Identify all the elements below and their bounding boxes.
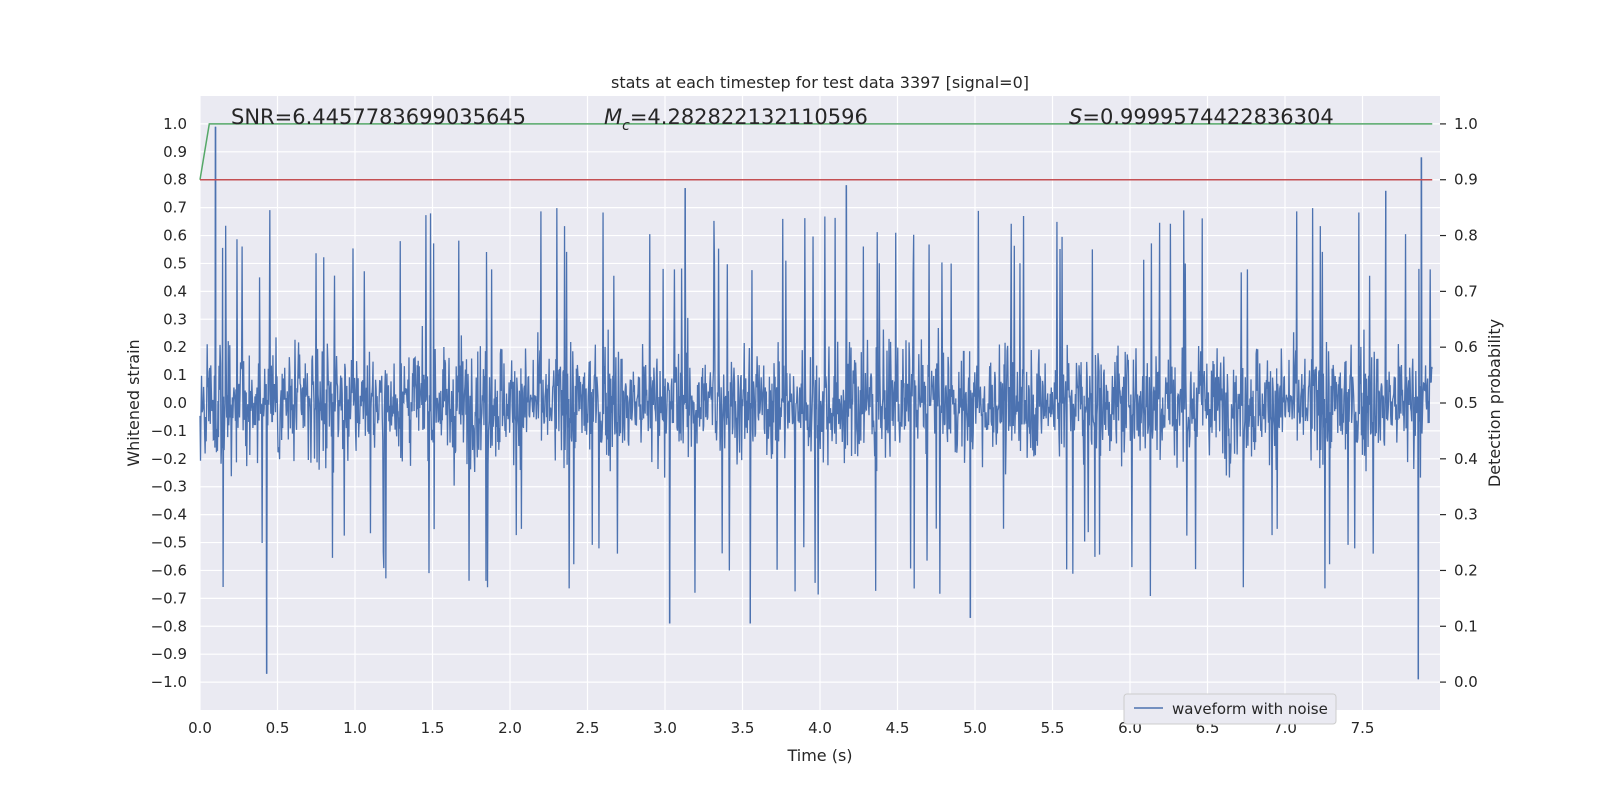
- probability-series: [199, 123, 1433, 181]
- y-right-axis-ticks: 1.0 0.9 0.8 0.7 0.6 0.5 0.4 0.3 0.2 0.1 0.0: [1440, 115, 1478, 691]
- y-axis-label: Whitened strain: [124, 339, 143, 466]
- y-tick-label: 1.0: [163, 115, 187, 133]
- x-tick-label: 3.5: [731, 719, 755, 737]
- chart-title: stats at each timestep for test data 339…: [611, 73, 1029, 92]
- x-tick-label: 5.5: [1041, 719, 1065, 737]
- y-tick-label: 0.9: [163, 143, 187, 161]
- x-tick-label: 4.0: [808, 719, 832, 737]
- mc-value: =4.282822132110596: [630, 105, 868, 129]
- y-tick-label: 0.1: [163, 366, 187, 384]
- y-right-tick-label: 0.5: [1454, 394, 1478, 412]
- y-tick-label: 0.2: [163, 338, 187, 356]
- s-symbol: S: [1069, 105, 1082, 129]
- x-tick-label: 5.0: [963, 719, 987, 737]
- y-tick-label: 0.4: [163, 282, 187, 300]
- y-right-tick-label: 0.2: [1454, 561, 1478, 579]
- x-tick-label: 0.0: [188, 719, 212, 737]
- x-tick-label: 3.0: [653, 719, 677, 737]
- y-tick-label: −0.6: [151, 561, 187, 579]
- y-right-tick-label: 0.8: [1454, 227, 1478, 245]
- y-right-tick-label: 0.3: [1454, 506, 1478, 524]
- legend-label: waveform with noise: [1172, 700, 1328, 718]
- x-tick-label: 1.5: [421, 719, 445, 737]
- y-tick-label: −0.1: [151, 422, 187, 440]
- mc-symbol: M: [604, 105, 622, 129]
- chirp-mass-annotation: Mc=4.282822132110596: [604, 105, 868, 134]
- mc-subscript: c: [622, 118, 630, 134]
- y-tick-label: 0.0: [163, 394, 187, 412]
- y-tick-label: 0.3: [163, 310, 187, 328]
- y-right-tick-label: 1.0: [1454, 115, 1478, 133]
- x-tick-label: 2.0: [498, 719, 522, 737]
- waveform-series: [199, 126, 1433, 680]
- y-tick-label: 0.8: [163, 171, 187, 189]
- y-tick-label: 0.7: [163, 199, 187, 217]
- y-tick-label: −0.7: [151, 589, 187, 607]
- y-tick-label: −0.8: [151, 617, 187, 635]
- legend: waveform with noise: [1123, 693, 1337, 725]
- y-right-tick-label: 0.4: [1454, 450, 1478, 468]
- legend-box: [1123, 693, 1337, 725]
- y-axis-ticks: 1.0 0.9 0.8 0.7 0.6 0.5 0.4 0.3 0.2 0.1 0.0 −0.1 −0.…: [151, 115, 187, 691]
- y-tick-label: −1.0: [151, 673, 187, 691]
- y-tick-label: 0.5: [163, 254, 187, 272]
- y-tick-label: −0.2: [151, 450, 187, 468]
- s-annotation: S=0.9999574422836304: [1069, 105, 1334, 129]
- y-right-axis-label: Detection probability: [1485, 319, 1504, 487]
- y-right-tick-label: 0.9: [1454, 171, 1478, 189]
- x-tick-label: 2.5: [576, 719, 600, 737]
- y-tick-label: −0.4: [151, 506, 187, 524]
- y-tick-label: −0.9: [151, 645, 187, 663]
- x-axis-label: Time (s): [786, 746, 852, 765]
- y-right-tick-label: 0.0: [1454, 673, 1478, 691]
- y-right-tick-label: 0.6: [1454, 338, 1478, 356]
- x-tick-label: 4.5: [886, 719, 910, 737]
- s-value: =0.9999574422836304: [1082, 105, 1333, 129]
- x-tick-label: 7.5: [1351, 719, 1375, 737]
- y-tick-label: 0.6: [163, 227, 187, 245]
- y-tick-label: −0.3: [151, 478, 187, 496]
- snr-annotation: SNR=6.4457783699035645: [231, 105, 526, 129]
- x-tick-label: 0.5: [266, 719, 290, 737]
- y-right-tick-label: 0.1: [1454, 617, 1478, 635]
- x-tick-label: 1.0: [343, 719, 367, 737]
- detection-probability-line: [199, 123, 1433, 180]
- y-tick-label: −0.5: [151, 534, 187, 552]
- y-right-tick-label: 0.7: [1454, 282, 1478, 300]
- waveform-line: [199, 126, 1433, 680]
